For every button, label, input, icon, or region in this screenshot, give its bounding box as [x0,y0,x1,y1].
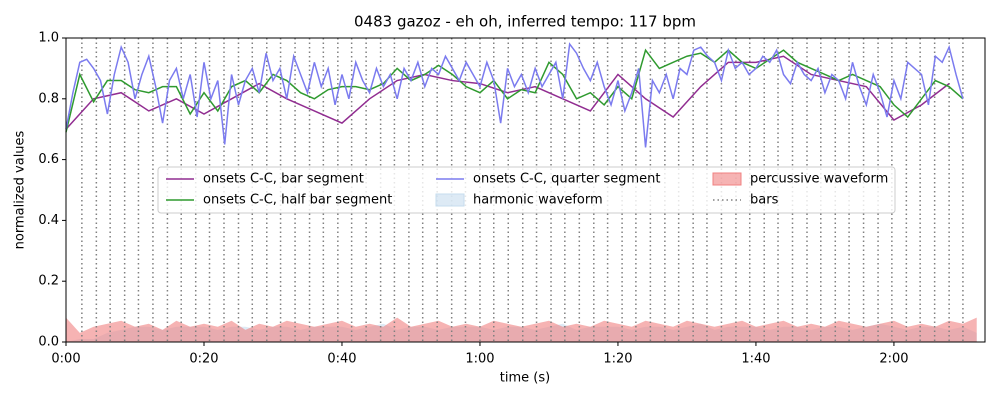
legend-label: onsets C-C, half bar segment [203,193,392,208]
legend-label: percussive waveform [750,172,888,187]
y-tick-label: 0.0 [38,335,59,350]
legend-label: bars [750,193,779,208]
legend-swatch [435,193,465,207]
x-tick-label: 0:20 [189,352,218,367]
y-axis-label: normalized values [13,130,28,249]
legend-label: onsets C-C, quarter segment [473,172,660,187]
chart-title: 0483 gazoz - eh oh, inferred tempo: 117 … [354,13,696,31]
series-line [65,48,964,133]
axes-frame [65,37,986,343]
y-tick-label: 0.8 [38,91,59,106]
legend-box [157,166,896,214]
legend-label: onsets C-C, bar segment [203,172,364,187]
x-tick-label: 1:20 [603,352,632,367]
x-axis-label: time (s) [500,371,550,386]
x-tick-label: 2:00 [879,352,908,367]
y-tick-label: 0.2 [38,274,59,289]
x-tick-label: 1:40 [741,352,770,367]
legend-swatch [712,172,742,186]
x-tick-label: 0:40 [327,352,356,367]
legend-label: harmonic waveform [473,193,603,208]
x-tick-label: 1:00 [465,352,494,367]
x-tick-label: 0:00 [51,352,80,367]
series-line [65,55,950,130]
series-line [65,42,964,148]
y-tick-label: 1.0 [38,31,59,46]
plot-area [65,38,977,342]
y-tick-label: 0.4 [38,213,59,228]
y-tick-label: 0.6 [38,152,59,167]
